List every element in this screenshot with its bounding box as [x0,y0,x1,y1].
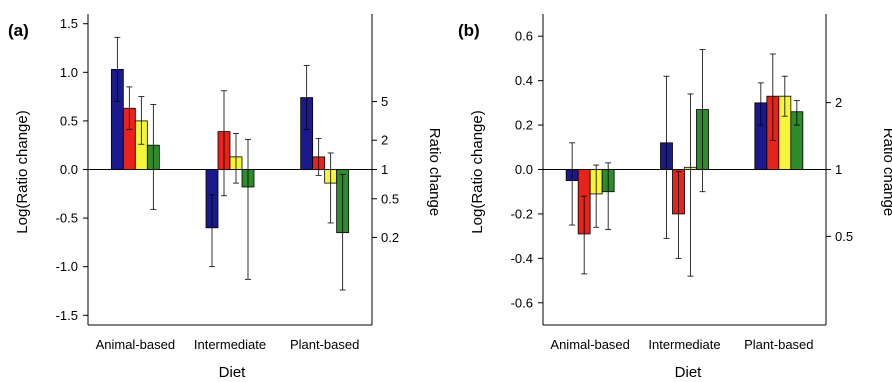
panel-a-right-tick-label: 2 [381,133,388,148]
panel-a-category-label: Animal-based [96,337,176,352]
panel-a-right-tick-label: 0.5 [381,191,399,206]
panel-b-right-tick-label: 2 [835,95,842,110]
panel-a-right-tick-label: 0.2 [381,230,399,245]
panel-a-left-tick-label: 1.5 [60,16,78,31]
panel-a-category-label: Plant-based [290,337,359,352]
panel-a-category-label: Intermediate [194,337,266,352]
panel-b-left-tick-label: -0.2 [511,206,533,221]
panel-b-left-axis-title: Log(Ratio change) [469,110,486,233]
panel-a-left-tick-label: 0.0 [60,162,78,177]
panel-b-left-tick-label: 0.0 [515,162,533,177]
panel-a-right-tick-label: 1 [381,162,388,177]
panel-a-left-tick-label: 0.5 [60,113,78,128]
panel-a-left-tick-label: -0.5 [56,211,78,226]
panel-b-right-axis-title: Ratio change [880,128,892,216]
panel-b-right-tick-label: 1 [835,162,842,177]
panel-b-left-tick-label: 0.6 [515,29,533,44]
panel-a-left-tick-label: 1.0 [60,65,78,80]
panel-b-right-tick-label: 0.5 [835,229,853,244]
panel-a-left-tick-label: -1.5 [56,308,78,323]
panel-b-left-tick-label: -0.6 [511,295,533,310]
panel-b-chart: (b) Log(Ratio change) Ratio change Diet … [458,14,892,381]
panel-a-chart: (a) Log(Ratio change) Ratio change Diet … [8,14,443,381]
panel-a-label: (a) [8,21,29,40]
panel-b-left-tick-label: 0.2 [515,118,533,133]
panel-a-right-axis-title: Ratio change [426,128,443,216]
panel-a-left-axis-title: Log(Ratio change) [14,110,31,233]
panel-b-left-tick-label: -0.4 [511,251,533,266]
panel-b-label: (b) [458,21,480,40]
panel-a-x-axis-title: Diet [219,364,247,381]
panel-b-category-label: Intermediate [648,337,720,352]
panel-a-right-tick-label: 5 [381,94,388,109]
panel-b-category-label: Animal-based [550,337,630,352]
panel-a-left-tick-label: -1.0 [56,259,78,274]
panel-b-category-label: Plant-based [744,337,813,352]
panel-b-x-axis-title: Diet [675,364,703,381]
panel-b-left-tick-label: 0.4 [515,73,533,88]
